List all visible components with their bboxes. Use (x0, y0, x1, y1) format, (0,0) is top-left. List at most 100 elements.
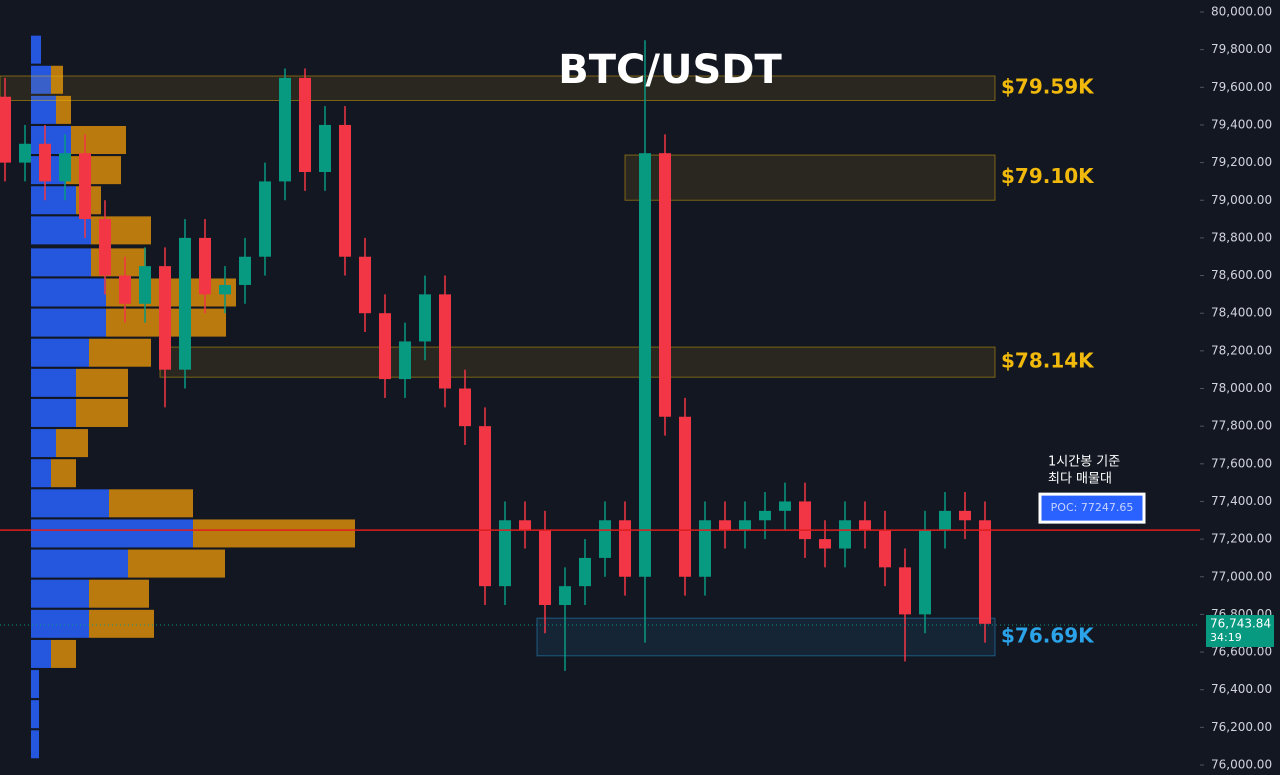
candle-body (759, 510, 771, 521)
profile-sell (76, 398, 128, 427)
zone (0, 75, 996, 101)
candle-body (779, 501, 791, 511)
profile-sell (89, 338, 151, 367)
y-tick-label: 78,800.00 (1211, 230, 1272, 244)
profile-buy (31, 519, 193, 548)
poc-note: 1시간봉 기준 (1048, 455, 1120, 470)
profile-buy (31, 95, 56, 124)
poc-box (1038, 492, 1146, 524)
candle-body (859, 520, 871, 530)
profile-sell (56, 429, 88, 458)
zone-label: $78.14K (1001, 349, 1095, 373)
candle-body (559, 586, 571, 605)
chart-title: BTC/USDT (558, 47, 782, 93)
candle-body (139, 266, 151, 304)
candle-body (59, 153, 71, 182)
candle-body (619, 520, 631, 577)
last-price-tag (1206, 614, 1274, 647)
profile-buy (31, 609, 89, 638)
profile-sell (71, 126, 126, 155)
y-tick-label: 79,000.00 (1211, 193, 1272, 207)
profile-buy (31, 459, 51, 488)
profile-buy (31, 278, 106, 307)
profile-sell (66, 156, 121, 185)
profile-sell (89, 609, 154, 638)
y-tick-label: 77,800.00 (1211, 419, 1272, 433)
candle-body (239, 256, 251, 285)
profile-sell (51, 459, 76, 488)
candle-body (259, 181, 271, 257)
profile-sell (56, 95, 71, 124)
poc-label: POC: 77247.65 (1051, 501, 1134, 514)
candle-body (179, 237, 191, 370)
candle-body (479, 426, 491, 587)
profile-buy (31, 730, 39, 759)
candle-body (379, 313, 391, 380)
candle-body (539, 529, 551, 605)
candle-body (299, 77, 311, 173)
zone (624, 154, 996, 201)
profile-sell (193, 519, 355, 548)
candle-body (919, 529, 931, 615)
y-tick-label: 77,600.00 (1211, 456, 1272, 470)
y-tick-label: 79,200.00 (1211, 155, 1272, 169)
profile-buy (31, 489, 109, 518)
candle-body (319, 124, 331, 173)
poc-note: 최다 매물대 (1048, 472, 1112, 487)
candle-body (219, 284, 231, 295)
candle-body (799, 501, 811, 540)
candle-body (579, 557, 591, 587)
y-tick-label: 76,400.00 (1211, 682, 1272, 696)
y-tick-label: 78,200.00 (1211, 343, 1272, 357)
candle-body (159, 266, 171, 370)
profile-sell (76, 368, 128, 397)
candle-body (959, 510, 971, 521)
candle-body (419, 294, 431, 342)
candle-body (739, 520, 751, 530)
y-tick-label: 79,800.00 (1211, 42, 1272, 56)
candle-body (199, 237, 211, 295)
candle-body (599, 520, 611, 558)
grid: 76,000.0076,200.0076,400.0076,600.0076,8… (1200, 5, 1272, 772)
profile-sell (109, 489, 193, 518)
profile-buy (31, 398, 76, 427)
candle-body (19, 143, 31, 163)
zone-label: $76.69K (1001, 623, 1095, 647)
candle-body (879, 529, 891, 568)
candle-body (459, 388, 471, 427)
profile-buy (31, 248, 91, 277)
candle-body (679, 416, 691, 577)
candle-body (819, 539, 831, 549)
candle-body (699, 520, 711, 577)
candle-body (359, 256, 371, 314)
candle-body (979, 520, 991, 624)
y-tick-label: 79,400.00 (1211, 117, 1272, 131)
zones: $79.59K $79.10K $78.14K $76.69K (0, 75, 1095, 657)
candle-body (659, 153, 671, 417)
y-tick-label: 80,000.00 (1211, 5, 1272, 19)
candle-body (499, 520, 511, 587)
profile-buy (31, 216, 91, 245)
candle-body (899, 567, 911, 615)
profile-sell (128, 549, 225, 578)
profile-buy (31, 639, 51, 668)
profile-sell (51, 639, 76, 668)
last-price-label: 76,743.84 (1210, 616, 1271, 630)
candle-body (839, 520, 851, 549)
candle-body (439, 294, 451, 389)
candle-body (99, 219, 111, 276)
countdown: 34:19 (1210, 631, 1242, 644)
y-tick-label: 78,400.00 (1211, 306, 1272, 320)
zone (536, 617, 996, 657)
profile-buy (31, 308, 106, 337)
candle-body (719, 520, 731, 530)
profile-buy (31, 429, 56, 458)
profile-buy (31, 35, 41, 64)
candle-body (119, 275, 131, 304)
profile-buy (31, 549, 128, 578)
y-tick-label: 76,200.00 (1211, 720, 1272, 734)
candle-body (279, 77, 291, 182)
